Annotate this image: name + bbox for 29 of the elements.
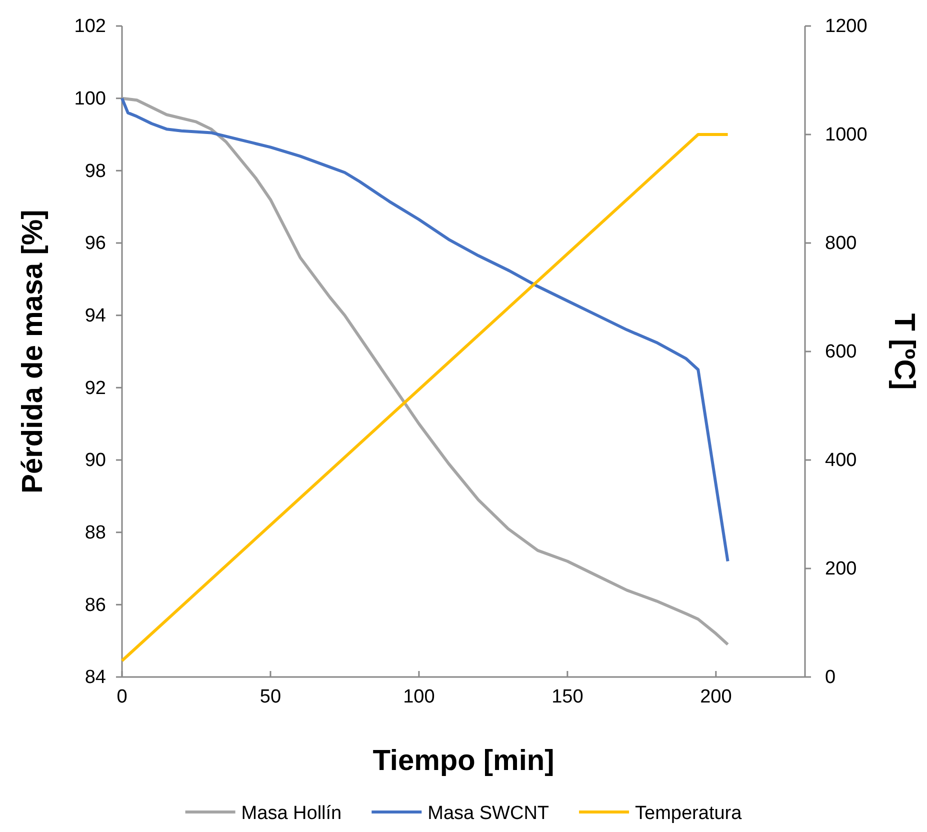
- y-tick-label: 88: [84, 522, 106, 544]
- x-axis-title: Tiempo [min]: [372, 745, 554, 777]
- y2-tick-label: 800: [825, 233, 857, 254]
- legend-label: Temperatura: [635, 803, 742, 824]
- y-tick-label: 90: [84, 450, 106, 472]
- y2-tick-label: 200: [825, 558, 857, 580]
- y2-tick-label: 600: [825, 342, 857, 363]
- y-tick-label: 84: [84, 667, 106, 688]
- y-tick-label: 100: [74, 88, 106, 110]
- legend-label: Masa SWCNT: [428, 803, 550, 824]
- x-tick-label: 0: [116, 686, 128, 708]
- x-tick-label: 150: [552, 686, 584, 708]
- y-tick-label: 92: [84, 378, 106, 399]
- line-series: [120, 96, 730, 563]
- y-tick-label: 102: [74, 16, 106, 38]
- y2-axis-title: T [ºC]: [888, 313, 920, 390]
- x-tick-label: 50: [260, 686, 282, 708]
- y2-tick-label: 0: [825, 667, 836, 688]
- y-tick-label: 98: [84, 160, 106, 182]
- y-tick-label: 96: [84, 233, 106, 254]
- x-tick-label: 200: [700, 686, 732, 708]
- legend-label: Masa Hollín: [241, 803, 342, 824]
- y2-tick-label: 1000: [825, 124, 868, 146]
- x-tick-label: 100: [403, 686, 435, 708]
- y-axis-title: Pérdida de masa [%]: [17, 210, 49, 494]
- y2-tick-label: 1200: [825, 16, 868, 38]
- y-tick-label: 86: [84, 594, 106, 616]
- y-tick-label: 94: [84, 305, 106, 326]
- y2-tick-label: 400: [825, 450, 857, 472]
